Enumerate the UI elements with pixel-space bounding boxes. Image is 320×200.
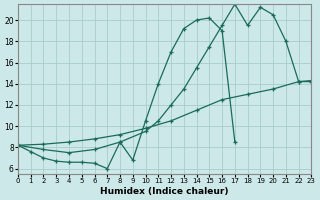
X-axis label: Humidex (Indice chaleur): Humidex (Indice chaleur) (100, 187, 229, 196)
